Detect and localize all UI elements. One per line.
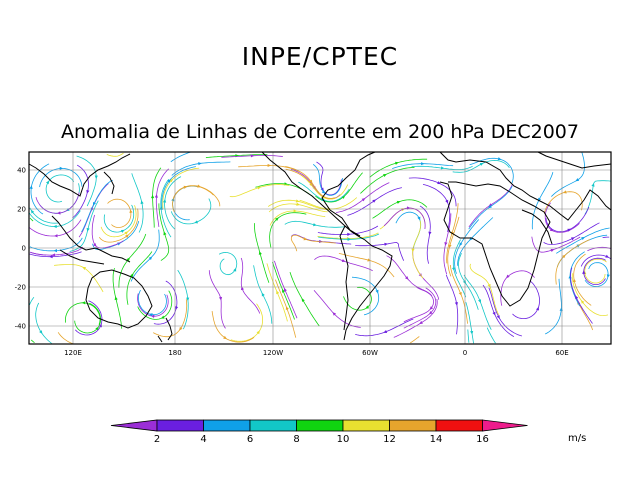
colorbar-segment bbox=[389, 419, 437, 432]
lat-lon-grid bbox=[29, 152, 611, 344]
colorbar: 2 4 6 8 10 12 14 16 bbox=[110, 419, 528, 445]
lon-tick-label: 60E bbox=[555, 349, 568, 357]
lat-tick-label: -20 bbox=[15, 284, 26, 292]
colorbar-label: 4 bbox=[200, 434, 206, 445]
lon-tick-label: 120W bbox=[263, 349, 283, 357]
lat-tick-label: 0 bbox=[22, 245, 26, 253]
colorbar-segment bbox=[203, 419, 251, 432]
map-frame bbox=[28, 151, 612, 345]
lon-tick-label: 180 bbox=[168, 349, 181, 357]
streamlines bbox=[28, 151, 612, 345]
colorbar-segment bbox=[110, 419, 158, 432]
lat-tick-label: 20 bbox=[17, 206, 26, 214]
lon-tick-label: 120E bbox=[64, 349, 82, 357]
colorbar-label: 6 bbox=[247, 434, 253, 445]
latitude-tick-labels: 40 20 0 -20 -40 bbox=[15, 167, 26, 331]
coastlines bbox=[28, 151, 612, 343]
colorbar-segment bbox=[296, 419, 344, 432]
colorbar-segment bbox=[156, 419, 204, 432]
colorbar-label: 8 bbox=[293, 434, 299, 445]
colorbar-units: m/s bbox=[568, 433, 587, 444]
map-title: Anomalia de Linhas de Corrente em 200 hP… bbox=[61, 121, 579, 143]
lon-tick-label: 0 bbox=[463, 349, 467, 357]
colorbar-segment bbox=[342, 419, 390, 432]
colorbar-label: 14 bbox=[430, 434, 443, 445]
lat-tick-label: 40 bbox=[17, 167, 26, 175]
longitude-tick-labels: 120E 180 120W 60W 0 60E bbox=[64, 349, 569, 357]
map-area: 40 20 0 -20 -40 120E 180 120W 60W 0 60E bbox=[15, 151, 612, 357]
colorbar-label: 12 bbox=[383, 434, 396, 445]
lat-tick-label: -40 bbox=[15, 323, 26, 331]
colorbar-label: 10 bbox=[337, 434, 350, 445]
colorbar-segment bbox=[435, 419, 483, 432]
lon-tick-label: 60W bbox=[362, 349, 378, 357]
colorbar-label: 16 bbox=[476, 434, 489, 445]
colorbar-label: 2 bbox=[154, 434, 160, 445]
page-title: INPE/CPTEC bbox=[241, 42, 399, 71]
colorbar-segment bbox=[482, 419, 528, 432]
colorbar-segment bbox=[249, 419, 297, 432]
